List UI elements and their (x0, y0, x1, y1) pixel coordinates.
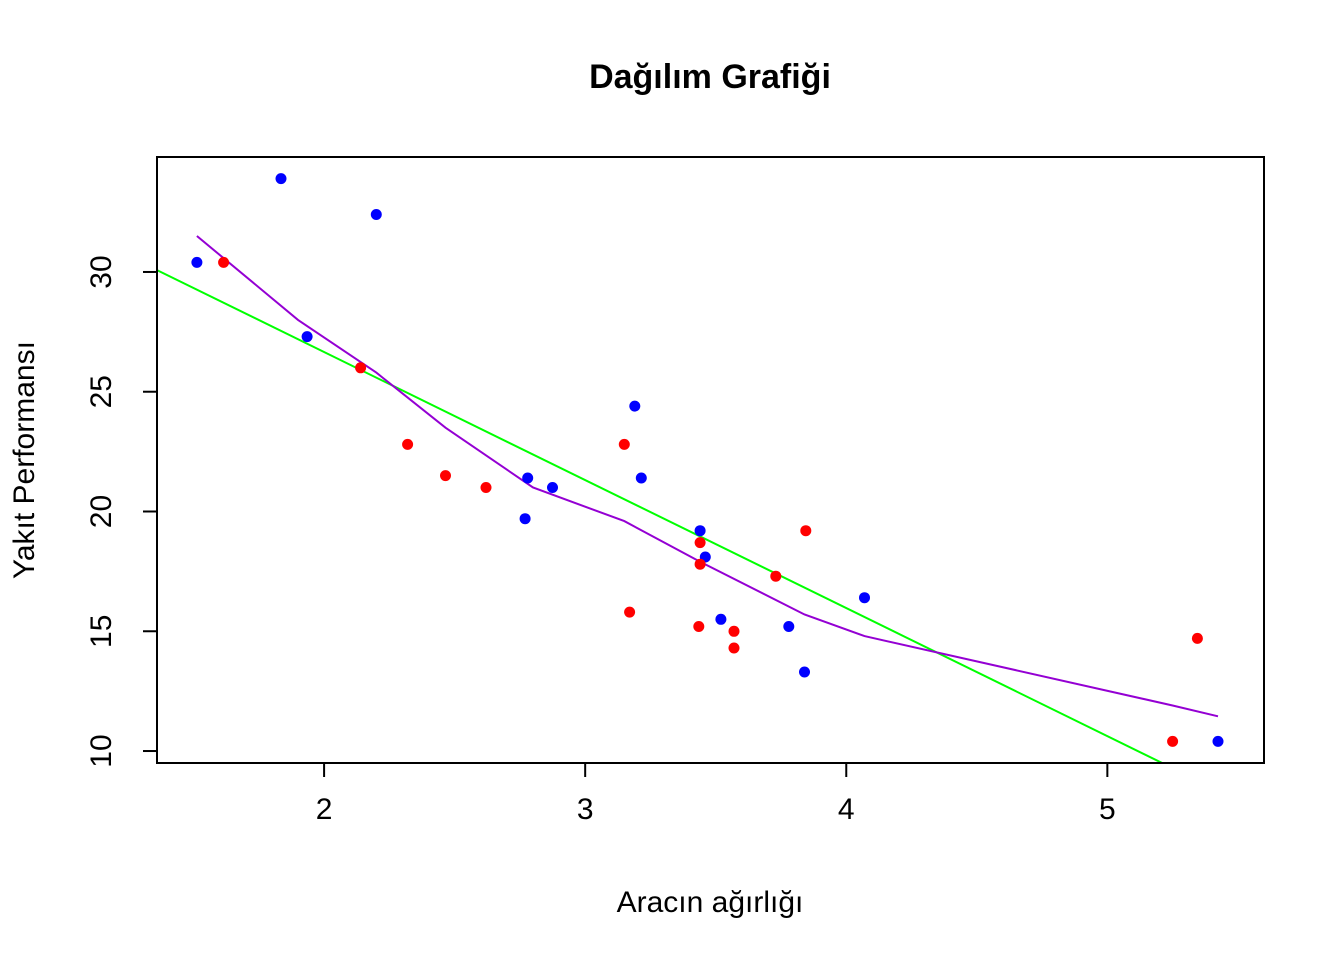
data-point (715, 613, 727, 625)
data-point (693, 621, 705, 632)
linear-fit-line (156, 269, 1163, 764)
x-tick-label: 3 (577, 793, 594, 826)
data-point (522, 472, 534, 484)
y-axis-label: Yakıt Performansı (8, 341, 41, 579)
data-point (728, 642, 740, 654)
x-tick-label: 4 (838, 793, 855, 826)
data-point (301, 331, 313, 343)
chart-title: Dağılım Grafiği (589, 58, 831, 96)
data-point (480, 482, 492, 493)
lines-layer (156, 235, 1219, 764)
data-point (355, 362, 367, 374)
data-point (694, 537, 706, 549)
data-point (618, 438, 630, 450)
x-tick-label: 5 (1099, 793, 1116, 826)
data-point (694, 525, 706, 537)
x-axis-label: Aracın ağırlığı (617, 886, 804, 919)
data-point (547, 482, 558, 493)
y-tick-label: 25 (85, 375, 118, 408)
data-point (783, 621, 795, 632)
data-point (635, 472, 647, 484)
data-point (770, 570, 782, 582)
data-point (1191, 632, 1203, 644)
y-tick-label: 20 (85, 495, 118, 528)
data-point (191, 256, 203, 268)
data-point (1167, 735, 1179, 747)
data-point (624, 606, 636, 618)
data-point (218, 256, 230, 268)
data-point (519, 513, 531, 525)
axes-layer: 2 3 4 5 10 15 20 25 30 (85, 255, 1116, 826)
points-layer (191, 173, 1224, 747)
smooth-line (196, 235, 1219, 718)
data-point (440, 470, 451, 482)
data-point (1212, 735, 1224, 747)
data-point (402, 438, 414, 450)
data-point (694, 558, 706, 570)
data-point (859, 592, 870, 604)
plot-frame (156, 156, 1265, 764)
data-point (799, 666, 810, 678)
data-point (370, 209, 382, 220)
y-tick-label: 30 (85, 255, 118, 288)
data-point (728, 625, 740, 637)
data-point (800, 525, 812, 537)
data-point (629, 400, 641, 412)
x-tick-label: 2 (316, 793, 333, 826)
y-tick-label: 15 (85, 615, 118, 648)
data-point (275, 173, 287, 185)
y-tick-label: 10 (85, 734, 118, 767)
